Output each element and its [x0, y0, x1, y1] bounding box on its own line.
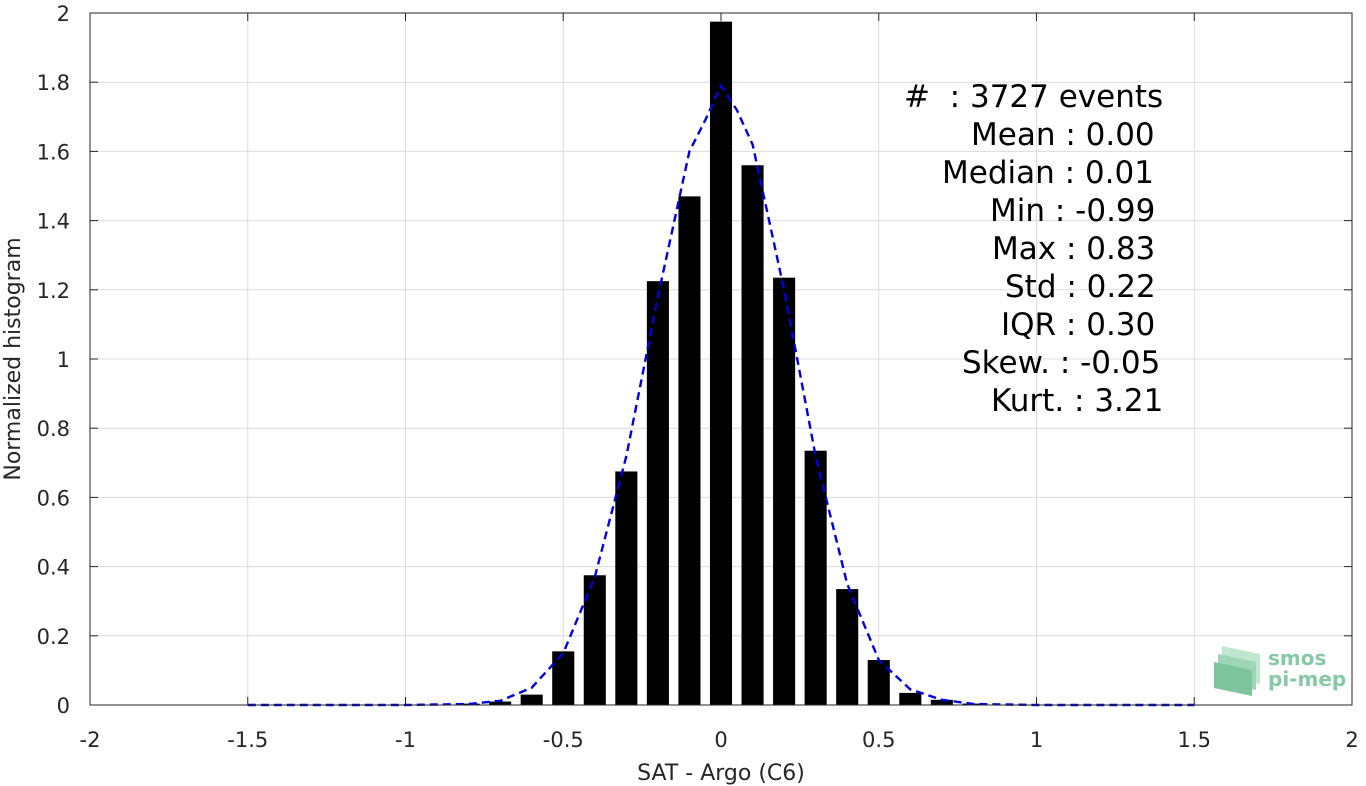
- histogram-bar: [489, 701, 512, 705]
- x-tick-label: -2: [80, 728, 101, 752]
- stat-median: Median : 0.01: [942, 155, 1154, 191]
- x-tick-label: 2: [1345, 728, 1358, 752]
- y-tick-labels: 0 0.2 0.4 0.6 0.8 1 1.2 1.4 1.6 1.8 2: [37, 2, 70, 718]
- x-axis-label: SAT - Argo (C6): [637, 761, 805, 786]
- stat-max: Max : 0.83: [992, 231, 1156, 267]
- histogram-bar: [678, 196, 701, 705]
- fit-curve: [247, 83, 1195, 707]
- histogram-bar: [615, 471, 638, 705]
- logo-text-smos: smos: [1268, 646, 1327, 670]
- x-tick-label: 1: [1030, 728, 1043, 752]
- histogram-bar: [520, 694, 543, 705]
- histogram-bar: [930, 699, 953, 705]
- y-tick-label: 1.8: [37, 71, 70, 95]
- plot-frame: [89, 12, 1353, 706]
- histogram-bar: [646, 281, 669, 705]
- y-axis-label: Normalized histogram: [1, 237, 26, 480]
- stat-std: Std : 0.22: [1005, 269, 1156, 305]
- histogram-bar: [867, 660, 890, 705]
- histogram-bar: [583, 575, 606, 705]
- stat-min: Min : -0.99: [990, 193, 1156, 229]
- histogram-bar: [709, 21, 733, 705]
- y-tick-label: 1.6: [37, 140, 70, 164]
- x-tick-label: -1.5: [227, 728, 268, 752]
- stat-kurt: Kurt. : 3.21: [991, 383, 1164, 419]
- y-tick-label: 0.2: [37, 625, 70, 649]
- stat-events: # : 3727 events: [904, 79, 1164, 115]
- x-tick-labels: -2 -1.5 -1 -0.5 0 0.5 1 1.5 2: [80, 728, 1359, 752]
- histogram-bar: [899, 692, 922, 705]
- y-tick-label: 0.4: [37, 556, 70, 580]
- histogram-bar: [836, 589, 859, 705]
- stat-mean: Mean : 0.00: [971, 117, 1155, 153]
- x-tick-label: -1: [395, 728, 416, 752]
- y-tick-label: 2: [57, 2, 70, 26]
- histogram-bar: [773, 277, 796, 705]
- x-tick-label: 1.5: [1178, 728, 1211, 752]
- logo-layers-icon: [1214, 646, 1260, 696]
- y-tick-label: 1.4: [37, 210, 70, 234]
- x-tick-label: 0: [714, 728, 727, 752]
- logo-text-pimep: pi-mep: [1268, 667, 1347, 691]
- stat-skew: Skew. : -0.05: [962, 345, 1161, 381]
- y-tick-label: 0: [57, 694, 70, 718]
- y-tick-label: 0.6: [37, 486, 70, 510]
- histogram-bar: [552, 651, 575, 705]
- y-tick-label: 1.2: [37, 279, 70, 303]
- y-tick-label: 0.8: [37, 417, 70, 441]
- histogram-bar: [741, 165, 764, 706]
- smos-pi-mep-logo: smos pi-mep: [1212, 644, 1352, 700]
- histogram-bar: [804, 450, 827, 705]
- x-tick-label: 0.5: [862, 728, 895, 752]
- y-tick-label: 1: [57, 348, 70, 372]
- stat-iqr: IQR : 0.30: [1001, 307, 1156, 343]
- histogram-bars: [457, 21, 985, 706]
- histogram-bar: [457, 703, 480, 705]
- x-tick-label: -0.5: [543, 728, 584, 752]
